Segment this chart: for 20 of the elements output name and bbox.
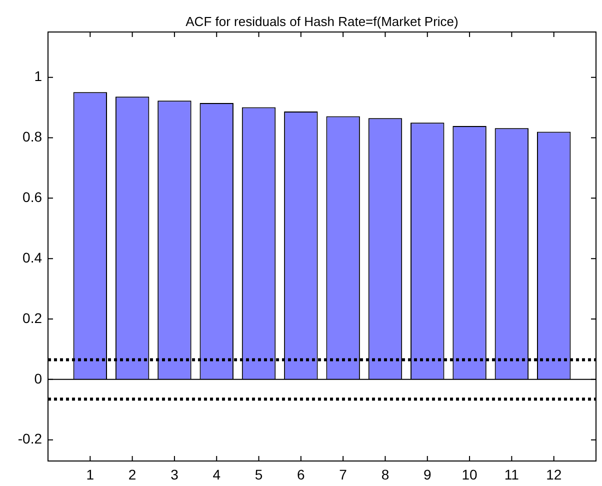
y-tick-label: 0 bbox=[34, 370, 42, 386]
x-tick-label: 10 bbox=[462, 466, 478, 482]
y-tick-label: 0.2 bbox=[22, 310, 42, 326]
x-tick-label: 5 bbox=[254, 466, 263, 482]
y-tick-label: -0.2 bbox=[18, 430, 42, 447]
x-tick-label: 6 bbox=[297, 466, 306, 482]
chart-title: ACF for residuals of Hash Rate=f(Market Price) bbox=[186, 14, 458, 30]
x-tick-label: 3 bbox=[170, 466, 179, 482]
x-tick-label: 9 bbox=[423, 466, 432, 482]
y-tick-label: 0.4 bbox=[22, 249, 42, 266]
x-tick-label: 1 bbox=[86, 466, 94, 482]
x-tick-label: 2 bbox=[128, 466, 136, 482]
y-tick-label: 0.8 bbox=[22, 128, 42, 145]
x-tick-label: 11 bbox=[504, 466, 520, 482]
y-tick-label: 0.6 bbox=[22, 189, 42, 206]
x-tick-label: 8 bbox=[381, 466, 390, 482]
x-tick-label: 12 bbox=[546, 466, 562, 482]
y-tick-label: 1 bbox=[34, 68, 42, 84]
x-tick-label: 7 bbox=[339, 466, 348, 482]
x-tick-label: 4 bbox=[212, 466, 221, 482]
